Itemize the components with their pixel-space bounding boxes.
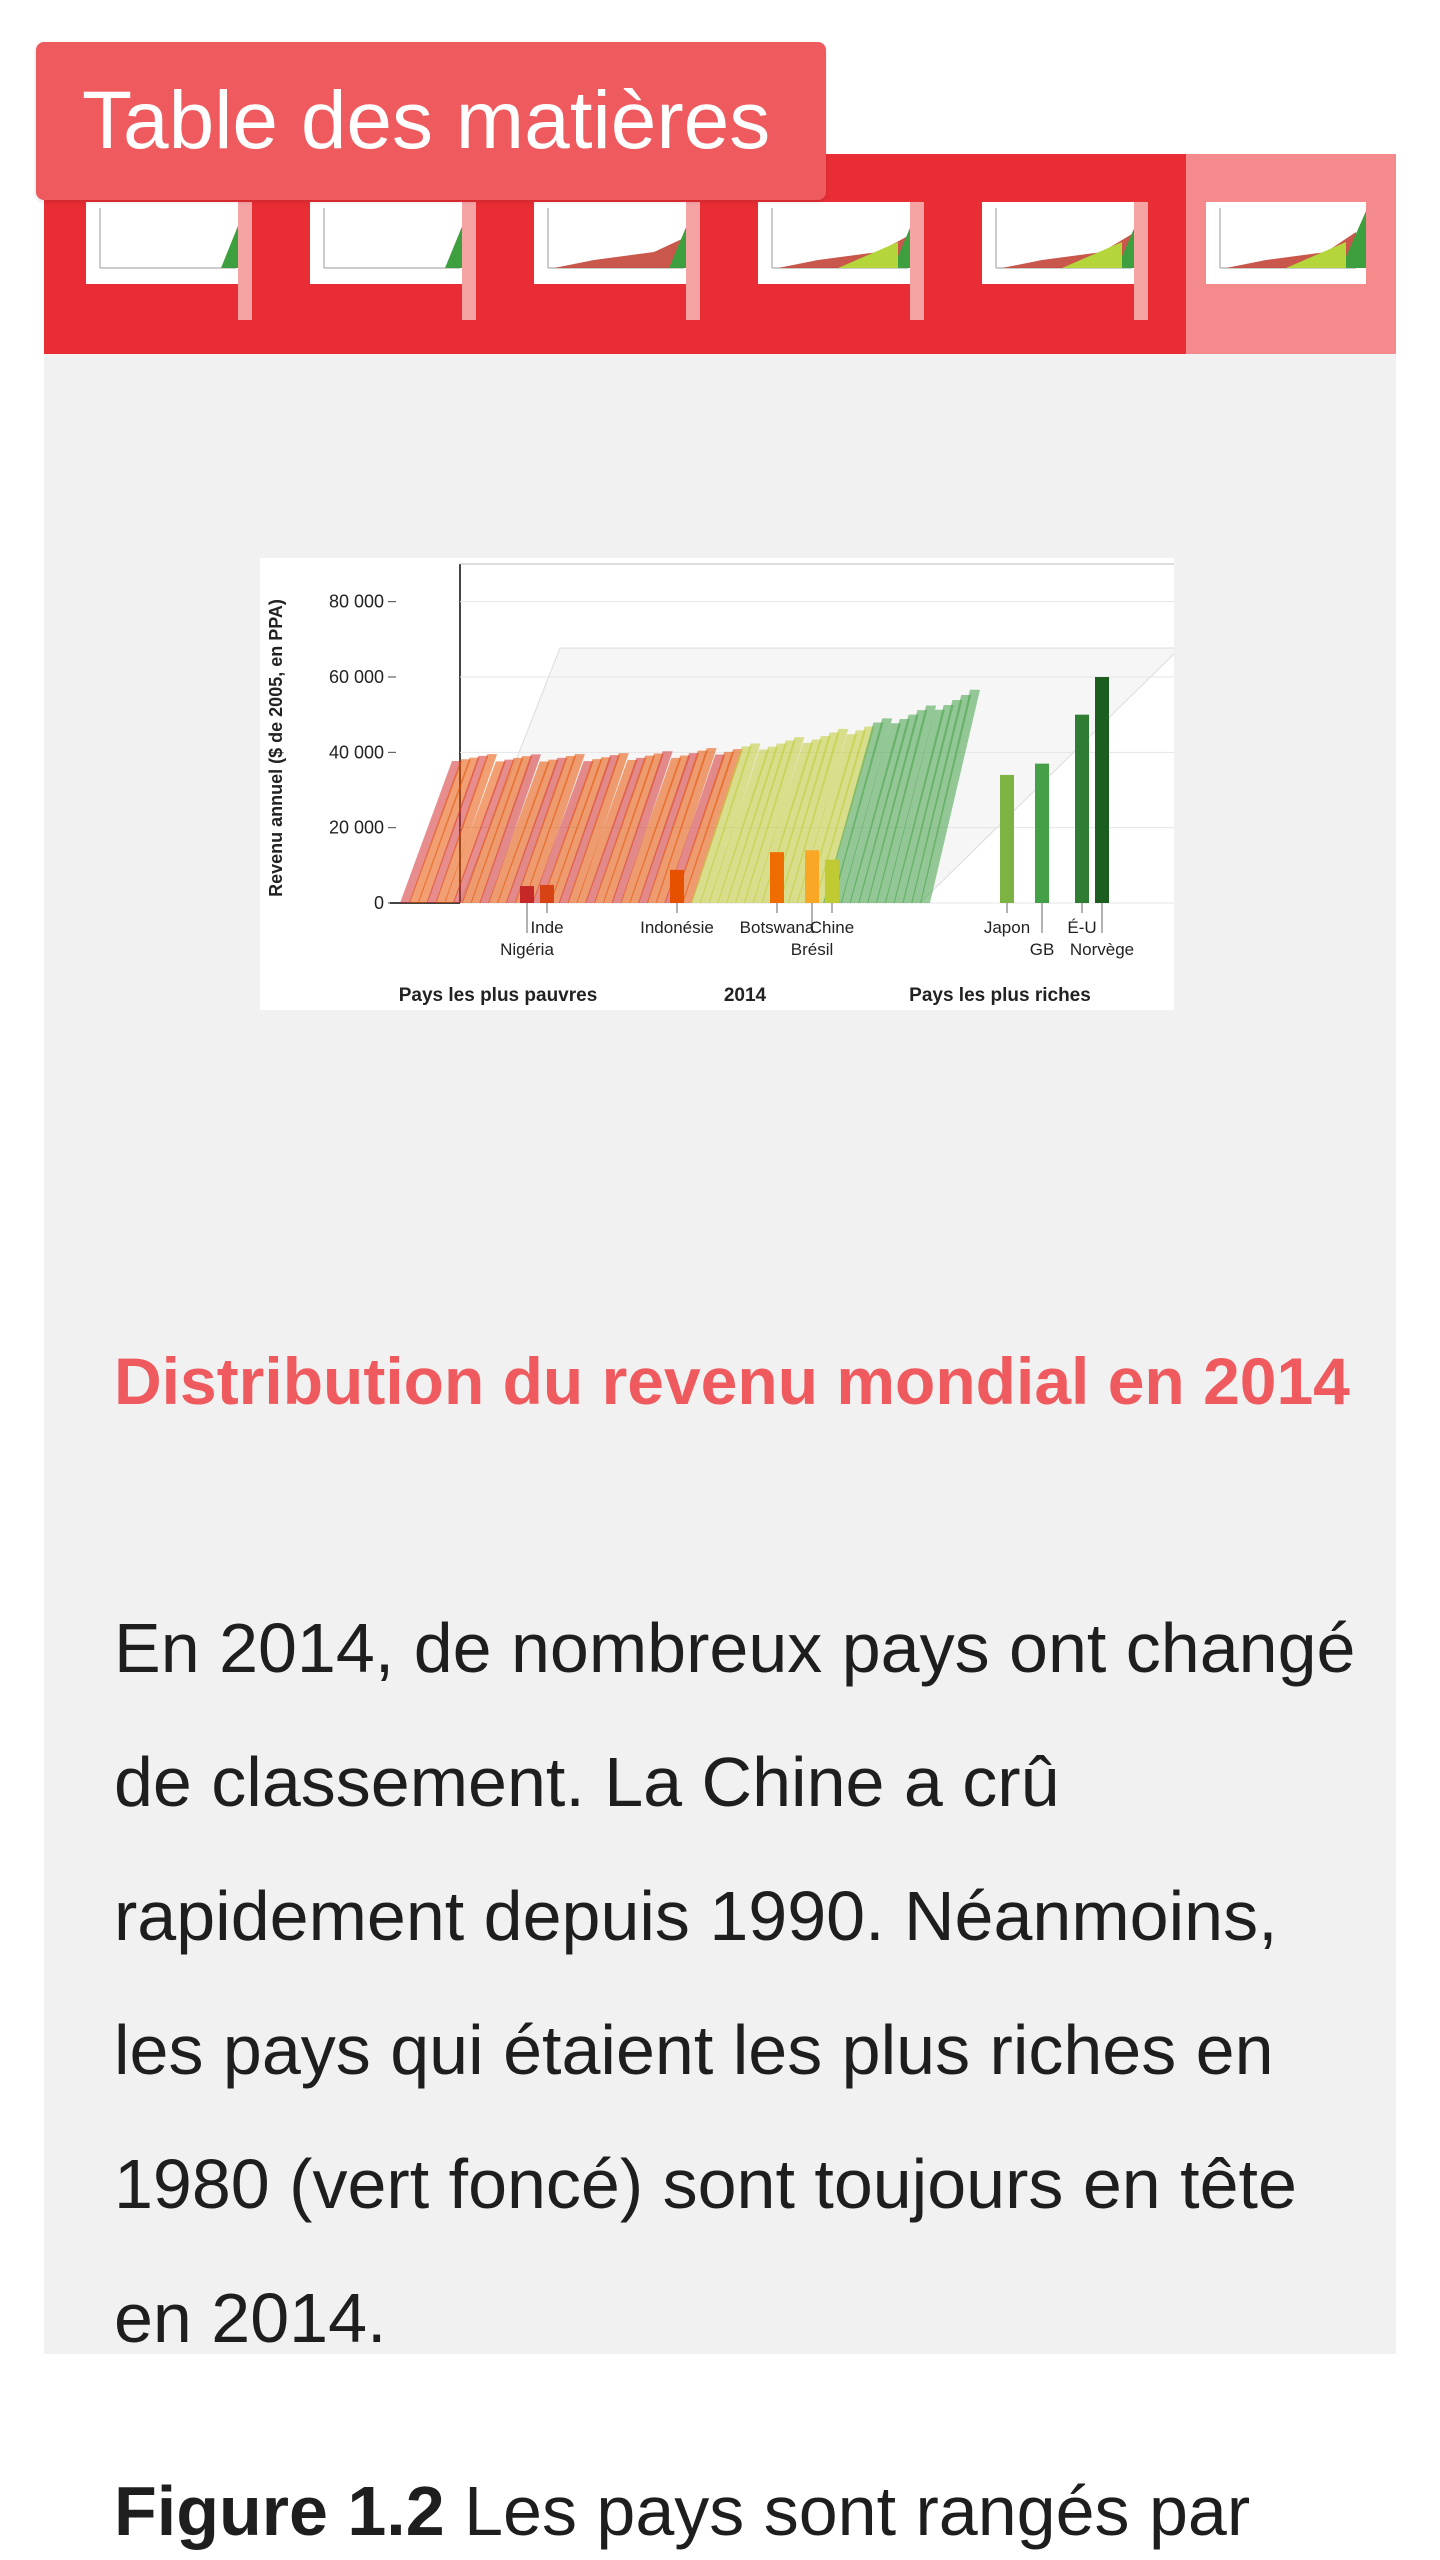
chart-y-tick-label: 0 <box>374 893 384 913</box>
chart-poorest-label: Pays les plus pauvres <box>399 985 598 1006</box>
figure-caption-label: Figure 1.2 <box>114 2472 445 2550</box>
thumbnail-chart-icon <box>1219 208 1366 269</box>
chart-country-label: Chine <box>810 918 854 937</box>
chart-y-ticks: 0 20 000 40 000 60 000 80 000 <box>329 592 396 913</box>
thumbnail-divider <box>910 202 924 320</box>
chart-country-label: É-U <box>1067 918 1096 937</box>
chart-y-tick-label: 20 000 <box>329 818 384 838</box>
thumbnail-divider <box>1134 202 1148 320</box>
thumbnail-chart-icon <box>547 208 694 269</box>
thumbnail-chart-icon <box>995 208 1142 269</box>
chart-country-label: Norvège <box>1070 940 1134 959</box>
slideshow-panel: 0 20 000 40 000 60 000 80 000 Nigéria Inde Ind… <box>44 154 1396 2357</box>
chart-bar <box>540 884 554 903</box>
thumbnail-divider <box>238 202 252 320</box>
chart-y-tick-label: 80 000 <box>329 592 384 612</box>
section-heading: Distribution du revenu mondial en 2014 <box>114 1344 1350 1418</box>
section-body-text: En 2014, de nombreux pays ont changé de … <box>114 1609 1356 2357</box>
chart-country-label: GB <box>1030 940 1055 959</box>
chart-country-label: Inde <box>530 918 563 937</box>
chart-bar <box>1075 714 1089 903</box>
chart-bar <box>1000 774 1014 903</box>
thumbnail-slide-4[interactable] <box>758 202 918 284</box>
thumbnail-slide-5[interactable] <box>982 202 1142 284</box>
chart-bar <box>1035 763 1049 903</box>
chart-3d-bar-ribbon <box>400 689 980 903</box>
chart-y-tick-label: 40 000 <box>329 742 384 762</box>
figure-caption: Figure 1.2 Les pays sont rangés par <box>114 2462 1414 2560</box>
chart-bar <box>805 850 819 903</box>
thumbnail-slide-2[interactable] <box>310 202 470 284</box>
chart-bar <box>520 886 534 903</box>
chart-y-tick-label: 60 000 <box>329 667 384 687</box>
thumbnail-divider <box>462 202 476 320</box>
figure-caption-text: Les pays sont rangés par <box>444 2472 1251 2550</box>
chart-bar <box>825 859 839 903</box>
chart-country-labels: Nigéria Inde Indonésie Botswana Brésil Chine J… <box>500 903 1134 959</box>
chart-country-label: Brésil <box>791 940 834 959</box>
chart-bar <box>1095 677 1109 903</box>
chart-year-label: 2014 <box>724 985 767 1006</box>
income-distribution-chart: 0 20 000 40 000 60 000 80 000 Nigéria Inde Ind… <box>260 558 1174 1010</box>
thumbnail-slide-6[interactable] <box>1206 202 1366 284</box>
chart-bars <box>400 677 1109 903</box>
thumbnail-slide-3[interactable] <box>534 202 694 284</box>
table-of-contents-button[interactable]: Table des matières <box>36 42 826 200</box>
chart-country-label: Botswana <box>740 918 815 937</box>
chart-y-axis-label: Revenu annuel ($ de 2005, en PPA) <box>266 599 286 897</box>
chart-bar <box>670 869 684 903</box>
thumbnail-chart-icon <box>771 208 918 269</box>
chart-country-label: Nigéria <box>500 940 554 959</box>
thumbnail-divider <box>686 202 700 320</box>
chart-richest-label: Pays les plus riches <box>909 985 1091 1006</box>
chart-country-label: Japon <box>984 918 1030 937</box>
chart-country-label: Indonésie <box>640 918 714 937</box>
thumbnail-chart-icon <box>99 206 246 269</box>
thumbnail-slide-1[interactable] <box>86 202 246 284</box>
thumbnail-chart-icon <box>323 207 470 269</box>
chart-bar <box>770 852 784 903</box>
